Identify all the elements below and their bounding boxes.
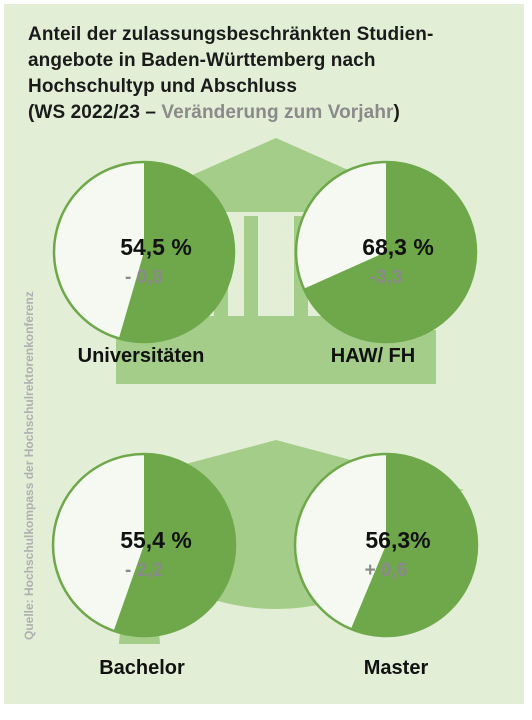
value-label: 68,3 % — [362, 234, 434, 260]
pie-slice — [350, 454, 478, 636]
subtitle-open: (WS 2022/23 – — [28, 102, 162, 123]
chart-canvas: 54,5 % - 0,8 Universitäten 68,3 % -3,3 HAW/ F… — [51, 138, 479, 679]
pie-master: 56,3% + 0,6 Master — [293, 452, 479, 679]
value-label: 56,3% — [365, 527, 430, 553]
pie-haw-fh: 68,3 % -3,3 HAW/ FH — [294, 160, 478, 367]
chart-title: Anteil der zulassungsbeschränkten Studie… — [28, 22, 508, 126]
infographic: 54,5 % - 0,8 Universitäten 68,3 % -3,3 HAW/ F… — [4, 4, 524, 704]
chart-subtitle: (WS 2022/23 – Veränderung zum Vorjahr) — [28, 100, 508, 126]
building-column — [244, 216, 258, 316]
source-note: Quelle: Hochschulkompass der Hochschulre… — [22, 291, 36, 640]
subtitle-change-note: Veränderung zum Vorjahr — [161, 102, 394, 123]
title-line: angebote in Baden-Württemberg nach — [28, 50, 376, 71]
pie-bachelor: 55,4 % - 2,2 Bachelor — [51, 452, 237, 679]
subtitle-close: ) — [393, 102, 400, 123]
category-label: Universitäten — [78, 345, 205, 367]
category-label: Master — [364, 657, 429, 679]
pie-universit-ten: 54,5 % - 0,8 Universitäten — [52, 160, 236, 367]
change-label: -3,3 — [370, 267, 403, 288]
change-label: - 2,2 — [125, 560, 163, 581]
pie-slice — [113, 454, 236, 636]
pie-slice — [303, 161, 477, 342]
value-label: 54,5 % — [120, 234, 192, 260]
value-label: 55,4 % — [120, 527, 192, 553]
pie-slice — [118, 162, 234, 342]
title-line: Anteil der zulassungsbeschränkten Studie… — [28, 24, 434, 45]
change-label: - 0,8 — [125, 267, 163, 288]
title-line: Hochschultyp und Abschluss — [28, 76, 297, 97]
pie-charts: 54,5 % - 0,8 Universitäten 68,3 % -3,3 HAW/ F… — [51, 160, 479, 679]
change-label: + 0,6 — [365, 560, 408, 581]
category-label: Bachelor — [99, 657, 185, 679]
category-label: HAW/ FH — [331, 345, 415, 367]
